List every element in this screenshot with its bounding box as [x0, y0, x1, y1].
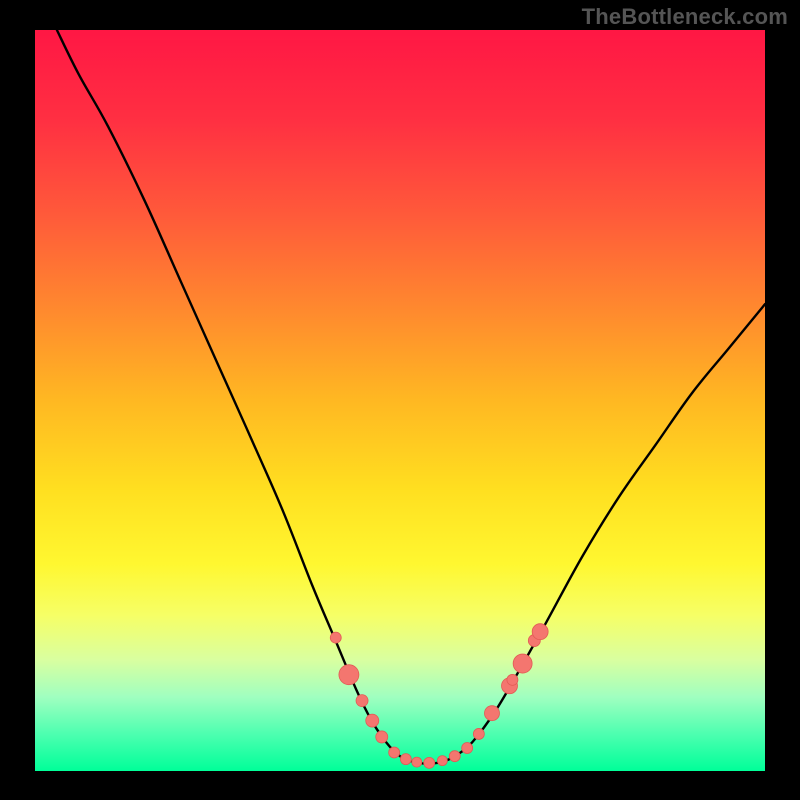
chart-frame: TheBottleneck.com	[0, 0, 800, 800]
curve-marker	[473, 728, 484, 739]
curve-marker	[424, 757, 435, 768]
curve-marker	[356, 695, 368, 707]
curve-marker	[366, 714, 379, 727]
attribution-label: TheBottleneck.com	[582, 4, 788, 30]
curve-marker	[484, 706, 499, 721]
curve-marker	[532, 624, 548, 640]
curve-marker	[389, 747, 400, 758]
curve-marker	[437, 756, 447, 766]
curve-marker	[339, 665, 359, 685]
curve-marker	[400, 754, 411, 765]
curve-marker	[462, 743, 473, 754]
curve-marker	[412, 757, 422, 767]
curve-marker	[449, 751, 460, 762]
curve-marker	[507, 674, 518, 685]
curve-marker	[376, 731, 388, 743]
bottleneck-chart	[0, 0, 800, 800]
chart-gradient-bg	[35, 30, 765, 771]
curve-marker	[513, 654, 532, 673]
curve-marker	[330, 632, 341, 643]
